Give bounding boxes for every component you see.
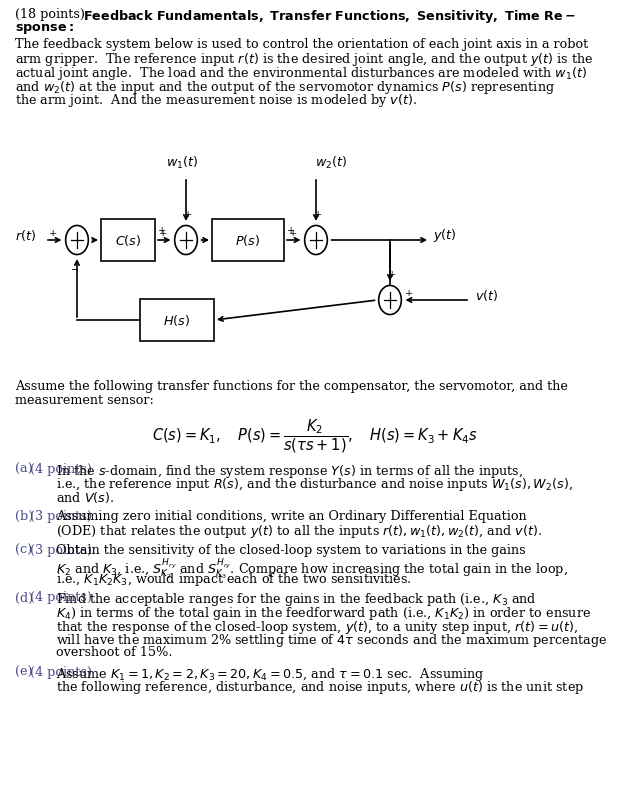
Text: $-$: $-$ <box>70 264 79 273</box>
Text: $v(t)$: $v(t)$ <box>475 288 498 304</box>
Text: +: + <box>289 229 297 238</box>
Text: i.e., $K_1 K_2 K_3$, would impact each of the two sensitivities.: i.e., $K_1 K_2 K_3$, would impact each o… <box>56 571 412 588</box>
Text: $y(t)$: $y(t)$ <box>433 228 457 245</box>
Text: +: + <box>159 229 167 238</box>
Text: (c): (c) <box>15 544 32 557</box>
Text: i.e., the reference input $R(s)$, and the disturbance and noise inputs $W_1(s), : i.e., the reference input $R(s)$, and th… <box>56 476 573 493</box>
Text: (b): (b) <box>15 510 33 523</box>
Text: $w_1(t)$: $w_1(t)$ <box>166 154 198 170</box>
Text: $\mathbf{Feedback\ Fundamentals,\ Transfer\ Functions,\ Sensitivity,\ Time\ Re-}: $\mathbf{Feedback\ Fundamentals,\ Transf… <box>83 8 576 25</box>
Text: $r(t)$: $r(t)$ <box>15 229 36 243</box>
Text: the following reference, disturbance, and noise inputs, where $u(t)$ is the unit: the following reference, disturbance, an… <box>56 680 584 696</box>
Text: that the response of the closed-loop system, $y(t)$, to a unity step input, $r(t: that the response of the closed-loop sys… <box>56 618 578 636</box>
Text: Assume the following transfer functions for the compensator, the servomotor, and: Assume the following transfer functions … <box>15 380 568 393</box>
Text: (d): (d) <box>15 591 33 604</box>
Text: +: + <box>158 225 166 235</box>
Text: $C(s) = K_1, \quad P(s) = \dfrac{K_2}{s(\tau s + 1)}, \quad H(s) = K_3 + K_4 s$: $C(s) = K_1, \quad P(s) = \dfrac{K_2}{s(… <box>152 418 478 455</box>
FancyBboxPatch shape <box>140 299 214 341</box>
Text: $w_2(t)$: $w_2(t)$ <box>315 154 347 170</box>
Text: +: + <box>388 270 396 279</box>
Text: (18 points): (18 points) <box>15 8 85 21</box>
Text: +: + <box>405 289 413 298</box>
Text: arm gripper.  The reference input $r(t)$ is the desired joint angle, and the out: arm gripper. The reference input $r(t)$ … <box>15 52 593 69</box>
Text: actual joint angle.  The load and the environmental disturbances are modeled wit: actual joint angle. The load and the env… <box>15 65 587 82</box>
Text: (3 points): (3 points) <box>30 544 92 557</box>
Text: the arm joint.  And the measurement noise is modeled by $v(t)$.: the arm joint. And the measurement noise… <box>15 92 417 109</box>
Text: (4 points): (4 points) <box>30 591 92 604</box>
Text: $K_4$) in terms of the total gain in the feedforward path (i.e., $K_1 K_2$) in o: $K_4$) in terms of the total gain in the… <box>56 605 591 622</box>
Text: and $w_2(t)$ at the input and the output of the servomotor dynamics $P(s)$ repre: and $w_2(t)$ at the input and the output… <box>15 78 555 95</box>
FancyBboxPatch shape <box>101 219 155 261</box>
Text: (3 points): (3 points) <box>30 510 92 523</box>
Text: $C(s)$: $C(s)$ <box>115 233 141 247</box>
Text: overshoot of 15%.: overshoot of 15%. <box>56 646 173 659</box>
Text: (4 points): (4 points) <box>30 462 92 475</box>
Text: In the $s$-domain, find the system response $Y(s)$ in terms of all the inputs,: In the $s$-domain, find the system respo… <box>56 462 524 479</box>
Text: $\mathbf{sponse:}$: $\mathbf{sponse:}$ <box>15 22 74 36</box>
Text: Assuming zero initial conditions, write an Ordinary Differential Equation: Assuming zero initial conditions, write … <box>56 510 527 523</box>
Text: (4 points): (4 points) <box>30 666 92 679</box>
Text: +: + <box>184 210 192 219</box>
FancyBboxPatch shape <box>212 219 284 261</box>
Text: The feedback system below is used to control the orientation of each joint axis : The feedback system below is used to con… <box>15 38 588 51</box>
Text: +: + <box>314 210 322 219</box>
Text: (e): (e) <box>15 666 33 679</box>
Text: (ODE) that relates the output $y(t)$ to all the inputs $r(t), w_1(t), w_2(t)$, a: (ODE) that relates the output $y(t)$ to … <box>56 524 542 541</box>
Text: $H(s)$: $H(s)$ <box>163 313 190 327</box>
Text: $K_2$ and $K_3$, i.e., $S_{K_2}^{H_{ry}}$ and $S_{K_3}^{H_{ry}}$. Compare how in: $K_2$ and $K_3$, i.e., $S_{K_2}^{H_{ry}}… <box>56 558 568 582</box>
Text: Find the acceptable ranges for the gains in the feedback path (i.e., $K_3$ and: Find the acceptable ranges for the gains… <box>56 591 537 608</box>
Text: $P(s)$: $P(s)$ <box>236 233 261 247</box>
Text: measurement sensor:: measurement sensor: <box>15 393 154 406</box>
Text: Assume $K_1 = 1, K_2 = 2, K_3 = 20, K_4 = 0.5$, and $\tau = 0.1$ sec.  Assuming: Assume $K_1 = 1, K_2 = 2, K_3 = 20, K_4 … <box>56 666 484 683</box>
Text: +: + <box>287 225 295 235</box>
Text: +: + <box>49 229 57 238</box>
Text: will have the maximum 2% settling time of $4\tau$ seconds and the maximum percen: will have the maximum 2% settling time o… <box>56 632 607 649</box>
Text: (a): (a) <box>15 462 33 475</box>
Text: Obtain the sensitivity of the closed-loop system to variations in the gains: Obtain the sensitivity of the closed-loo… <box>56 544 525 557</box>
Text: and $V(s)$.: and $V(s)$. <box>56 490 114 504</box>
